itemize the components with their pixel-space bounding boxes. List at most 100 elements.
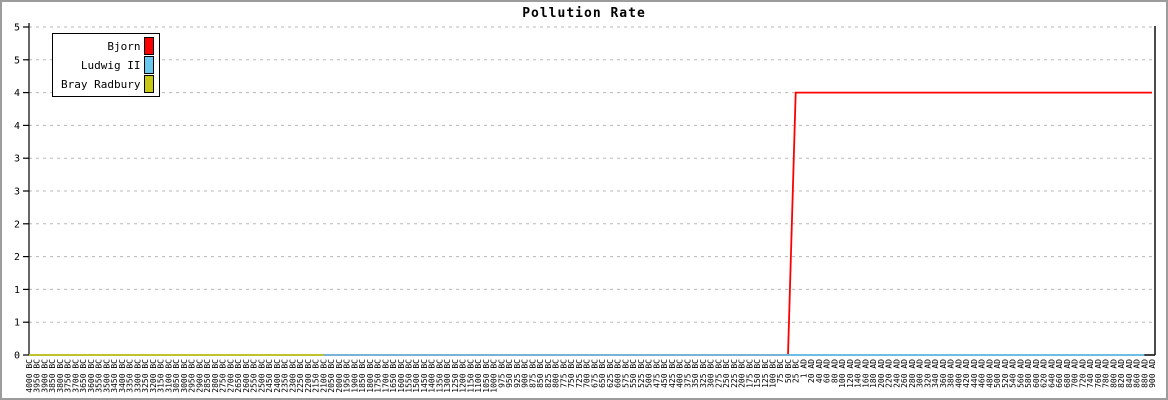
- x-axis-label: 25 BC: [792, 359, 801, 383]
- legend-swatch-yellow: [144, 75, 155, 93]
- x-axis-label: 350 BC: [691, 359, 700, 388]
- x-axis-label: 2300 BC: [288, 359, 297, 393]
- x-axis-label: 180 AD: [869, 359, 878, 388]
- x-axis-label: 3600 BC: [87, 359, 96, 393]
- y-axis-label: 1: [14, 318, 20, 329]
- x-axis-label: 3100 BC: [164, 359, 173, 393]
- x-axis-label: 75 BC: [776, 359, 785, 383]
- x-axis-label: 880 AD: [1140, 359, 1149, 388]
- x-axis-label: 1950 BC: [343, 359, 352, 393]
- x-axis-label: 3950 BC: [33, 359, 42, 393]
- x-axis-label: 760 AD: [1094, 359, 1103, 388]
- x-axis-label: 800 BC: [552, 359, 561, 388]
- x-axis-label: 340 AD: [931, 359, 940, 388]
- x-axis-label: 3250 BC: [141, 359, 150, 393]
- x-axis-label: 700 AD: [1071, 359, 1080, 388]
- x-axis-label: 100 AD: [838, 359, 847, 388]
- legend-swatch-blue: [144, 56, 155, 74]
- x-axis-label: 3550 BC: [95, 359, 104, 393]
- x-axis-label: 3400 BC: [118, 359, 127, 393]
- x-axis-label: 2850 BC: [203, 359, 212, 393]
- x-axis-label: 1200 BC: [459, 359, 468, 393]
- x-axis-label: 580 AD: [1024, 359, 1033, 388]
- x-axis-label: 3500 BC: [102, 359, 111, 393]
- x-axis-label: 825 BC: [544, 359, 553, 388]
- x-axis-label: 800 AD: [1109, 359, 1118, 388]
- y-axis-label: 0: [14, 351, 20, 362]
- x-axis-label: 1050 BC: [482, 359, 491, 393]
- x-axis-label: 1000 BC: [490, 359, 499, 393]
- x-axis-label: 1550 BC: [404, 359, 413, 393]
- x-axis-label: 3800 BC: [56, 359, 65, 393]
- x-axis-label: 650 BC: [598, 359, 607, 388]
- y-axis-label: 3: [14, 154, 20, 165]
- x-axis-label: 1400 BC: [428, 359, 437, 393]
- x-axis-label: 1 AD: [799, 359, 808, 378]
- x-axis-label: 540 AD: [1009, 359, 1018, 388]
- x-axis-label: 3700 BC: [71, 359, 80, 393]
- x-axis-label: 1800 BC: [366, 359, 375, 393]
- x-axis-label: 460 AD: [978, 359, 987, 388]
- y-axis-label: 2: [14, 219, 20, 230]
- x-axis-label: 950 BC: [505, 359, 514, 388]
- x-axis-label: 600 BC: [614, 359, 623, 388]
- x-axis-label: 675 BC: [590, 359, 599, 388]
- x-axis-label: 2200 BC: [304, 359, 313, 393]
- x-axis-label: 850 BC: [536, 359, 545, 388]
- x-axis-label: 125 BC: [761, 359, 770, 388]
- x-axis-label: 3750 BC: [64, 359, 73, 393]
- x-axis-label: 380 AD: [947, 359, 956, 388]
- x-axis-label: 300 AD: [916, 359, 925, 388]
- x-axis-label: 900 AD: [1148, 359, 1157, 388]
- x-axis-label: 200 BC: [738, 359, 747, 388]
- x-axis-label: 140 AD: [854, 359, 863, 388]
- x-axis-label: 2400 BC: [273, 359, 282, 393]
- x-axis-label: 1350 BC: [435, 359, 444, 393]
- x-axis-label: 1300 BC: [443, 359, 452, 393]
- x-axis-label: 3300 BC: [133, 359, 142, 393]
- y-axis-label: 5: [14, 23, 20, 34]
- x-axis-label: 2050 BC: [327, 359, 336, 393]
- x-axis-label: 3850 BC: [48, 359, 57, 393]
- x-axis-label: 875 BC: [528, 359, 537, 388]
- x-axis-label: 3000 BC: [180, 359, 189, 393]
- legend-item-bjorn: Bjorn: [61, 37, 155, 55]
- x-axis-label: 1650 BC: [389, 359, 398, 393]
- x-axis-label: 400 AD: [954, 359, 963, 388]
- x-axis-label: 480 AD: [985, 359, 994, 388]
- x-axis-label: 420 AD: [962, 359, 971, 388]
- x-axis-label: 1750 BC: [374, 359, 383, 393]
- x-axis-label: 1600 BC: [397, 359, 406, 393]
- x-axis-label: 1900 BC: [350, 359, 359, 393]
- legend: Bjorn Ludwig II Bray Radbury: [52, 33, 161, 97]
- x-axis-label: 2800 BC: [211, 359, 220, 393]
- x-axis-label: 20 AD: [807, 359, 816, 383]
- x-axis-label: 80 AD: [830, 359, 839, 383]
- x-axis-label: 2900 BC: [195, 359, 204, 393]
- x-axis-label: 620 AD: [1040, 359, 1049, 388]
- legend-label: Ludwig II: [80, 58, 141, 72]
- x-axis-label: 2250 BC: [296, 359, 305, 393]
- x-axis-label: 820 AD: [1117, 359, 1126, 388]
- x-axis-label: 1850 BC: [358, 359, 367, 393]
- legend-label: Bray Radbury: [61, 77, 141, 91]
- x-axis-label: 4000 BC: [25, 359, 34, 393]
- x-axis-label: 860 AD: [1133, 359, 1142, 388]
- x-axis-label: 840 AD: [1125, 359, 1134, 388]
- x-axis-label: 500 AD: [993, 359, 1002, 388]
- x-axis-label: 720 AD: [1078, 359, 1087, 388]
- chart-title: Pollution Rate: [522, 6, 646, 21]
- x-axis-label: 175 BC: [745, 359, 754, 388]
- x-axis-label: 700 BC: [583, 359, 592, 388]
- x-axis-label: 680 AD: [1063, 359, 1072, 388]
- x-axis-label: 120 AD: [846, 359, 855, 388]
- x-axis-label: 280 AD: [908, 359, 917, 388]
- x-axis-label: 240 AD: [892, 359, 901, 388]
- x-axis-label: 260 AD: [900, 359, 909, 388]
- x-axis-label: 375 BC: [683, 359, 692, 388]
- x-axis-label: 1250 BC: [451, 359, 460, 393]
- x-axis-label: 750 BC: [567, 359, 576, 388]
- x-axis-label: 475 BC: [652, 359, 661, 388]
- x-axis-label: 325 BC: [699, 359, 708, 388]
